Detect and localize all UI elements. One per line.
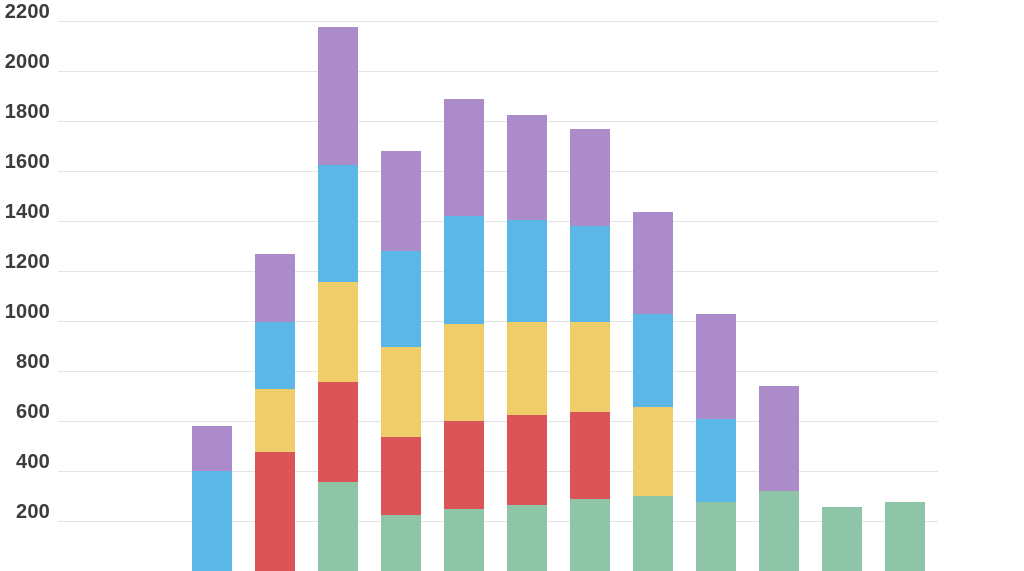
bar-segment-red[interactable] [318,382,358,482]
bar-group[interactable] [570,0,610,512]
bar-segment-purple[interactable] [444,99,484,217]
bar-group[interactable] [885,0,925,512]
bar-segment-green[interactable] [885,502,925,571]
bar-segment-blue[interactable] [318,165,358,283]
bar-segment-green[interactable] [633,496,673,571]
bar-segment-purple[interactable] [507,115,547,220]
bar-segment-purple[interactable] [192,426,232,471]
bar-group[interactable] [192,0,232,512]
bar-group[interactable] [381,0,421,512]
bar-segment-red[interactable] [570,412,610,498]
bar-segment-green[interactable] [696,502,736,571]
bar-segment-purple[interactable] [381,151,421,251]
bar-segment-blue[interactable] [696,419,736,503]
bar-segment-purple[interactable] [255,254,295,322]
bar-segment-purple[interactable] [633,212,673,313]
bar-segment-purple[interactable] [318,27,358,165]
bar-segment-yellow[interactable] [381,347,421,437]
bar-segment-green[interactable] [318,482,358,571]
bar-segment-red[interactable] [381,437,421,515]
bar-segment-green[interactable] [822,507,862,571]
bar-segment-blue[interactable] [570,226,610,322]
bar-group[interactable] [633,0,673,512]
bar-segment-blue[interactable] [192,471,232,571]
bar-segment-purple[interactable] [570,129,610,227]
bar-segment-red[interactable] [507,415,547,505]
bar-segment-blue[interactable] [381,251,421,347]
bar-segment-red[interactable] [444,421,484,509]
bar-segment-purple[interactable] [696,314,736,419]
bar-segment-green[interactable] [507,505,547,571]
bar-group[interactable] [822,0,862,512]
bar-segment-blue[interactable] [444,216,484,324]
bar-segment-green[interactable] [759,491,799,571]
bar-segment-green[interactable] [444,509,484,571]
bar-segment-blue[interactable] [255,322,295,389]
gridline [58,521,938,522]
chart-plot-area [0,0,1024,512]
bar-segment-yellow[interactable] [444,324,484,422]
bar-group[interactable] [255,0,295,512]
bar-group[interactable] [444,0,484,512]
bar-segment-green[interactable] [570,499,610,571]
bar-group[interactable] [507,0,547,512]
bar-segment-green[interactable] [381,515,421,571]
bar-segment-blue[interactable] [633,314,673,408]
bar-segment-yellow[interactable] [507,322,547,415]
bar-group[interactable] [696,0,736,512]
bar-segment-blue[interactable] [507,220,547,323]
bar-segment-purple[interactable] [759,386,799,491]
bar-segment-yellow[interactable] [255,389,295,452]
bar-group[interactable] [318,0,358,512]
bar-segment-yellow[interactable] [318,282,358,382]
bar-segment-yellow[interactable] [570,322,610,412]
bar-group[interactable] [759,0,799,512]
bar-segment-yellow[interactable] [633,407,673,496]
